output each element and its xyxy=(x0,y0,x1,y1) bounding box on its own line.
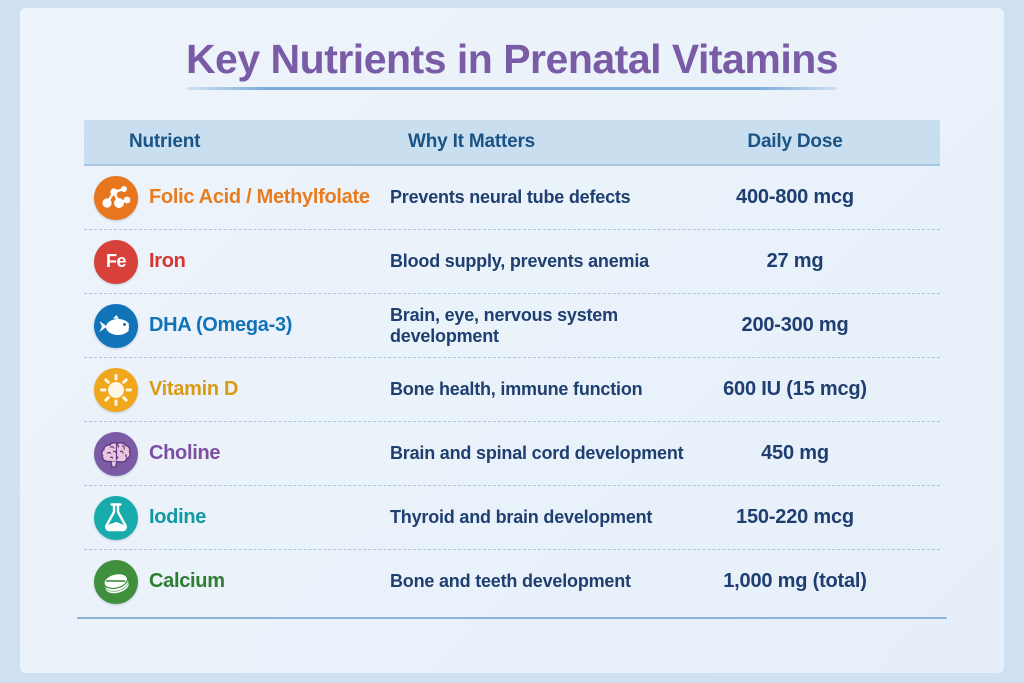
why-it-matters-text: Brain, eye, nervous system development xyxy=(390,304,618,346)
table-header-row: Nutrient Why It Matters Daily Dose xyxy=(84,120,940,167)
nutrient-icon-circle: Fe xyxy=(94,239,138,284)
daily-dose-value: 450 mg xyxy=(761,442,829,465)
icon-letter-label xyxy=(94,368,138,412)
nutrient-icon-circle xyxy=(94,303,138,348)
nutrient-label: Choline xyxy=(149,442,221,465)
nutrient-icon-circle xyxy=(94,559,138,604)
icon-letter-label xyxy=(94,304,138,348)
nutrient-label: Iron xyxy=(149,250,186,273)
title-block: Key Nutrients in Prenatal Vitamins xyxy=(20,8,1004,91)
nutrient-cell: Calcium xyxy=(84,559,390,604)
daily-dose-value: 1,000 mg (total) xyxy=(723,570,867,593)
header-cell-why-it-matters: Why It Matters xyxy=(408,131,536,153)
nutrient-label: Vitamin D xyxy=(149,378,239,401)
nutrient-cell: DHA (Omega-3) xyxy=(84,303,390,348)
icon-letter-label: Fe xyxy=(105,251,127,272)
table-row: Calcium Bone and teeth development 1,000… xyxy=(84,550,940,613)
nutrient-cell: Vitamin D xyxy=(84,367,390,412)
table-row: Iodine Thyroid and brain development 150… xyxy=(84,486,940,551)
infographic-card: Key Nutrients in Prenatal Vitamins Nutri… xyxy=(20,8,1004,673)
nutrient-icon-circle xyxy=(94,431,138,476)
bottom-rule xyxy=(77,617,947,620)
icon-letter-label xyxy=(94,496,138,540)
why-it-matters-text: Thyroid and brain development xyxy=(390,507,653,528)
why-it-matters-text: Brain and spinal cord development xyxy=(390,443,684,464)
header-cell-daily-dose: Daily Dose xyxy=(747,131,843,153)
daily-dose-value: 600 IU (15 mcg) xyxy=(723,378,867,401)
why-it-matters-text: Prevents neural tube defects xyxy=(390,187,631,208)
page-title: Key Nutrients in Prenatal Vitamins xyxy=(185,36,839,82)
nutrient-icon-circle xyxy=(94,367,138,412)
nutrient-label: DHA (Omega-3) xyxy=(149,314,293,337)
daily-dose-value: 150-220 mcg xyxy=(736,506,854,529)
nutrient-cell: Folic Acid / Methylfolate xyxy=(84,175,390,220)
nutrients-table: Nutrient Why It Matters Daily Dose Folic… xyxy=(84,120,940,613)
daily-dose-value: 200-300 mg xyxy=(741,314,849,337)
nutrient-label: Calcium xyxy=(149,570,225,593)
nutrient-icon-circle xyxy=(94,495,138,540)
nutrient-cell: Iodine xyxy=(84,495,390,540)
table-row: Fe Iron Blood supply, prevents anemia 27… xyxy=(84,230,940,295)
icon-letter-label xyxy=(94,560,138,604)
title-underline xyxy=(187,87,837,91)
nutrient-cell: Choline xyxy=(84,431,390,476)
nutrient-label: Iodine xyxy=(149,506,207,529)
table-row: DHA (Omega-3) Brain, eye, nervous system… xyxy=(84,294,940,359)
daily-dose-value: 400-800 mcg xyxy=(736,186,854,209)
table-row: Choline Brain and spinal cord developmen… xyxy=(84,422,940,487)
why-it-matters-text: Bone health, immune function xyxy=(390,379,643,400)
why-it-matters-text: Bone and teeth development xyxy=(390,571,631,592)
header-cell-nutrient: Nutrient xyxy=(129,131,201,153)
nutrient-icon-circle xyxy=(94,175,138,220)
icon-letter-label xyxy=(94,176,138,220)
table-row: Vitamin D Bone health, immune function 6… xyxy=(84,358,940,423)
icon-letter-label xyxy=(94,432,138,476)
table-body: Folic Acid / Methylfolate Prevents neura… xyxy=(84,166,940,613)
nutrient-label: Folic Acid / Methylfolate xyxy=(149,186,370,209)
table-row: Folic Acid / Methylfolate Prevents neura… xyxy=(84,166,940,231)
daily-dose-value: 27 mg xyxy=(766,250,824,273)
nutrient-cell: Fe Iron xyxy=(84,239,390,284)
why-it-matters-text: Blood supply, prevents anemia xyxy=(390,251,649,272)
